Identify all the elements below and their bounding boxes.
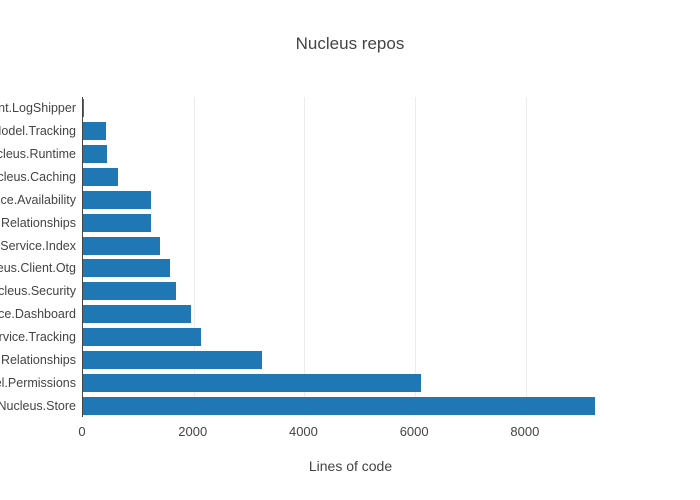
y-tick-label: ice.Dashboard xyxy=(0,307,76,322)
bar-row xyxy=(83,97,620,120)
bar xyxy=(83,282,176,301)
y-tick-label: cleus.Runtime xyxy=(0,147,76,162)
gridline xyxy=(415,97,417,417)
y-tick-label: nt.LogShipper xyxy=(0,101,76,116)
y-tick-label: eus.Client.Otg xyxy=(0,261,76,276)
y-tick-label: ucleus.Caching xyxy=(0,170,76,184)
bar-row xyxy=(83,234,620,257)
bar xyxy=(83,259,171,278)
y-tick-label: s.Service.Index xyxy=(0,238,76,253)
x-tick-label: 8000 xyxy=(510,424,540,439)
y-tick-label: Nucleus.Store xyxy=(0,398,76,413)
x-axis-ticks: 0 2000 4000 6000 8000 xyxy=(78,424,619,442)
y-tick-label: ucleus.Security xyxy=(0,284,76,299)
x-axis-title: Lines of code xyxy=(308,458,393,474)
bar-row xyxy=(83,280,620,303)
bar xyxy=(83,236,160,255)
bar xyxy=(83,350,263,369)
bar xyxy=(83,145,108,164)
bar-row xyxy=(83,143,620,166)
bar-row xyxy=(83,166,620,189)
bar xyxy=(83,213,152,232)
plot-area xyxy=(82,97,620,417)
bar-row xyxy=(83,326,620,349)
gridline xyxy=(193,97,195,417)
gridline xyxy=(304,97,306,417)
bar-row xyxy=(83,303,620,326)
bar-row xyxy=(83,371,620,394)
bar xyxy=(83,305,191,324)
bar-row xyxy=(83,120,620,143)
y-tick-label: ervice.Tracking xyxy=(0,330,76,344)
y-tick-label: el.Permissions xyxy=(0,375,76,390)
bar-row xyxy=(83,394,620,417)
bar xyxy=(83,99,85,118)
y-tick-label: .Relationships xyxy=(0,352,76,367)
bar-row xyxy=(83,257,620,280)
y-tick-label: .Relationships xyxy=(0,215,76,230)
bar-row xyxy=(83,188,620,211)
gridline xyxy=(525,97,527,417)
bar xyxy=(83,328,201,347)
bar-row xyxy=(83,348,620,371)
bar xyxy=(83,190,151,209)
bar-row xyxy=(83,211,620,234)
chart-title: Nucleus repos xyxy=(295,34,405,53)
bar-rows xyxy=(83,97,620,417)
y-tick-label: ice.Availability xyxy=(0,192,76,207)
y-axis-labels: nt.LogShipper Model.Tracking cleus.Runtime… xyxy=(0,97,79,417)
x-tick-label: 2000 xyxy=(178,424,208,439)
bar xyxy=(83,122,106,141)
x-tick-label: 0 xyxy=(78,424,86,439)
bar xyxy=(83,396,595,415)
bar xyxy=(83,373,421,392)
bar xyxy=(83,168,118,186)
y-tick-label: Model.Tracking xyxy=(0,124,76,139)
x-tick-label: 6000 xyxy=(399,424,429,439)
x-tick-label: 4000 xyxy=(288,424,318,439)
